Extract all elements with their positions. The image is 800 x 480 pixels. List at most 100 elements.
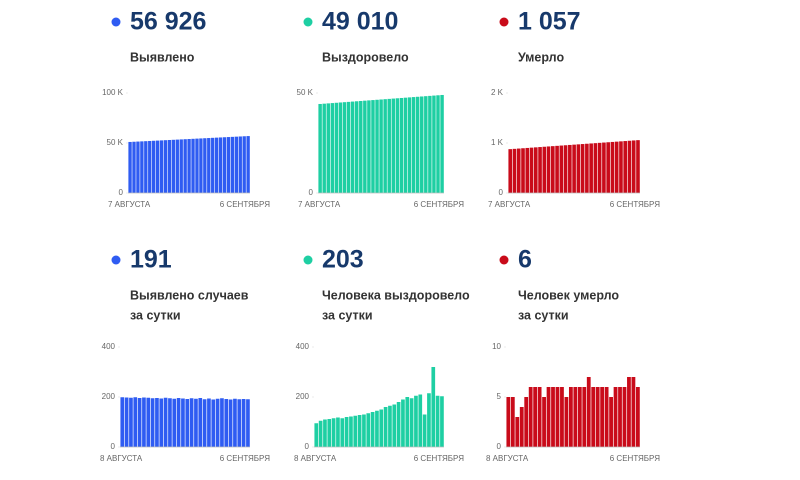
- bar: [379, 409, 384, 447]
- headline-value: 56 926: [130, 8, 206, 36]
- bar: [366, 413, 371, 447]
- bar: [342, 102, 347, 193]
- bar: [428, 95, 432, 193]
- y-tick-label: 50 K: [297, 88, 314, 97]
- bar: [371, 100, 375, 193]
- bar: [555, 145, 559, 193]
- bar: [623, 141, 628, 193]
- bar: [203, 138, 207, 193]
- y-tick-label: 200: [296, 392, 310, 401]
- bar: [405, 397, 410, 447]
- x-tick-label: 8 АВГУСТА: [100, 454, 143, 463]
- bar: [128, 141, 132, 193]
- x-tick-label: 6 СЕНТЯБРЯ: [220, 200, 270, 209]
- bar: [551, 146, 555, 193]
- bar: [353, 415, 358, 447]
- bar: [354, 101, 359, 193]
- bar: [199, 138, 203, 193]
- bar: [631, 140, 636, 193]
- metric-label: за сутки: [518, 308, 569, 322]
- bar: [506, 397, 511, 447]
- bar: [387, 98, 391, 193]
- bar: [191, 138, 195, 193]
- metric-label: Выявлено случаев: [130, 288, 249, 302]
- x-tick-label: 7 АВГУСТА: [108, 200, 151, 209]
- bar: [375, 99, 379, 193]
- x-tick-label: 6 СЕНТЯБРЯ: [220, 454, 270, 463]
- bar: [146, 397, 151, 447]
- bar: [155, 140, 160, 193]
- bar: [559, 145, 564, 193]
- bar: [627, 377, 631, 447]
- bar: [627, 140, 632, 193]
- bar: [515, 417, 520, 447]
- bar: [537, 387, 542, 447]
- y-tick-label: 50 K: [107, 138, 124, 147]
- bar: [344, 417, 349, 447]
- bar: [560, 387, 564, 447]
- bar: [409, 398, 414, 447]
- bar: [327, 419, 332, 447]
- bar: [179, 139, 183, 193]
- bar: [175, 139, 179, 193]
- bar: [396, 402, 401, 447]
- bar: [363, 100, 367, 193]
- bar: [602, 142, 606, 193]
- bar: [181, 398, 185, 447]
- bar: [622, 387, 627, 447]
- bar: [383, 407, 388, 447]
- bar: [124, 397, 129, 447]
- bar: [150, 398, 155, 447]
- bar: [600, 387, 605, 447]
- bar: [619, 141, 623, 193]
- bar: [133, 397, 138, 447]
- y-tick-label: 400: [296, 342, 310, 351]
- bar: [401, 399, 405, 447]
- y-tick-label: 0: [309, 188, 314, 197]
- bar: [613, 387, 618, 447]
- bar: [618, 387, 622, 447]
- bar: [350, 101, 355, 193]
- bar: [524, 397, 529, 447]
- bar: [399, 97, 404, 193]
- bar: [163, 397, 168, 447]
- bar: [362, 414, 366, 447]
- bar: [228, 399, 233, 447]
- bar: [187, 139, 191, 193]
- bar: [137, 398, 142, 447]
- bar: [508, 149, 513, 193]
- bar: [614, 141, 619, 193]
- bar: [395, 98, 400, 193]
- x-tick-label: 6 СЕНТЯБРЯ: [610, 454, 660, 463]
- legend-dot: [499, 17, 509, 27]
- bar: [167, 139, 172, 193]
- bar: [436, 95, 440, 193]
- bar: [415, 96, 420, 193]
- bar: [593, 143, 598, 193]
- metric-label: за сутки: [130, 308, 181, 322]
- y-tick-label: 2 K: [491, 88, 504, 97]
- bar: [357, 415, 362, 447]
- x-tick-label: 7 АВГУСТА: [488, 200, 531, 209]
- bar: [171, 139, 176, 193]
- bar: [140, 141, 144, 193]
- bar: [148, 140, 152, 193]
- bar: [322, 103, 326, 193]
- bar: [528, 387, 533, 447]
- bar: [176, 398, 181, 447]
- bar: [142, 397, 146, 447]
- legend-dot: [303, 255, 313, 265]
- bar: [159, 140, 164, 193]
- bar: [427, 393, 431, 447]
- bar: [568, 387, 573, 447]
- bar: [242, 136, 246, 193]
- bar: [336, 417, 340, 447]
- y-tick-label: 0: [119, 188, 124, 197]
- bar: [318, 420, 323, 447]
- bar: [207, 398, 211, 447]
- bar: [314, 423, 319, 447]
- bar: [589, 143, 593, 193]
- bar: [576, 144, 581, 193]
- bar: [564, 397, 569, 447]
- bar: [591, 387, 596, 447]
